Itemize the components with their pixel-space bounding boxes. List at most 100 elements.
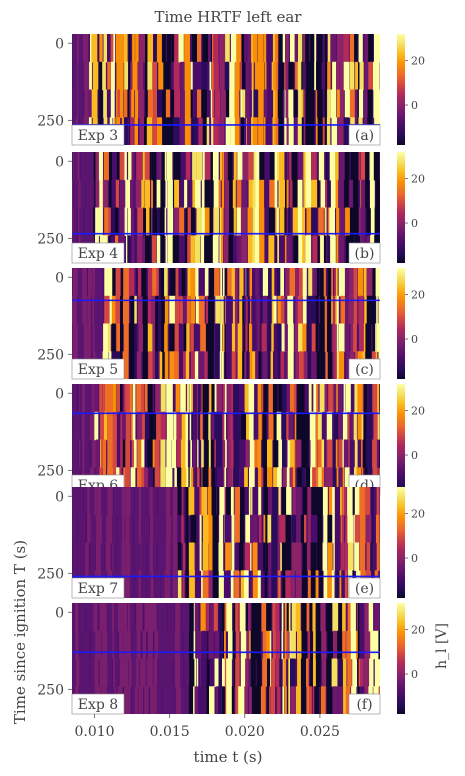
heatmap-cell	[224, 61, 230, 91]
heatmap-cell	[263, 487, 266, 516]
heatmap-cell	[85, 179, 91, 209]
heatmap-cell	[127, 235, 131, 263]
heatmap-cell	[257, 570, 261, 598]
heatmap-cell	[149, 152, 152, 181]
heatmap-cell	[138, 514, 142, 544]
heatmap-cell	[294, 411, 298, 441]
heatmap-cell	[265, 514, 268, 544]
heatmap-cell	[255, 179, 260, 209]
heatmap-cell	[353, 411, 357, 441]
heatmap-cell	[210, 603, 216, 632]
heatmap-cell	[211, 384, 215, 413]
heatmap-cell	[218, 686, 222, 714]
heatmap-cell	[310, 34, 316, 63]
heatmap-cell	[363, 384, 368, 413]
heatmap-cell	[91, 89, 98, 118]
heatmap-cell	[88, 439, 90, 468]
heatmap-cell	[185, 514, 189, 544]
heatmap-cell	[281, 630, 284, 660]
heatmap-cell	[115, 207, 119, 236]
heatmap-cell	[237, 323, 243, 352]
colorbar-label: h_l [V]	[434, 623, 450, 669]
heatmap-cell	[169, 323, 176, 352]
heatmap-cell	[191, 384, 193, 413]
heatmap-cell	[89, 207, 95, 236]
heatmap-cell	[158, 323, 161, 352]
heatmap-cell	[331, 295, 333, 325]
heatmap-cell	[127, 603, 131, 632]
heatmap-cell	[142, 295, 148, 325]
heatmap-cell	[282, 439, 287, 468]
heatmap-cell	[230, 487, 234, 516]
heatmap-cell	[158, 658, 164, 687]
heatmap-cell	[72, 514, 78, 544]
heatmap-cell	[167, 658, 173, 687]
heatmap-cell	[206, 295, 210, 325]
heatmap-cell	[364, 34, 370, 63]
heatmap-cell	[212, 235, 219, 263]
heatmap-cell	[93, 207, 95, 236]
heatmap-cell	[353, 268, 358, 297]
heatmap-cell	[152, 351, 157, 379]
heatmap-cell	[282, 570, 288, 598]
heatmap-cell	[322, 487, 328, 516]
heatmap-cell	[306, 295, 311, 325]
heatmap-cell	[291, 152, 298, 181]
colorbar-tick-label: 20	[411, 508, 425, 521]
heatmap-cell	[77, 268, 83, 297]
heatmap-cell	[376, 514, 380, 544]
heatmap-cell	[359, 658, 364, 687]
heatmap-cell	[157, 514, 160, 544]
heatmap-cell	[134, 570, 140, 598]
heatmap-cell	[362, 439, 367, 468]
y-tick: 250	[37, 566, 72, 582]
heatmap-cell	[85, 542, 89, 571]
heatmap-cell	[181, 603, 185, 632]
heatmap-cell	[193, 34, 199, 63]
heatmap-cell	[214, 658, 219, 687]
heatmap-cell	[301, 467, 305, 495]
heatmap-cell	[254, 384, 258, 413]
heatmap-cell	[268, 411, 274, 441]
heatmap-cell	[247, 207, 253, 236]
heatmap-cell	[299, 351, 304, 379]
heatmap-cell	[331, 268, 333, 297]
heatmap-cell	[220, 207, 223, 236]
heatmap-cell	[190, 439, 192, 468]
y-tick: 250	[37, 113, 72, 129]
heatmap-cell	[84, 152, 89, 181]
heatmap-cell	[150, 295, 155, 325]
heatmap-cell	[311, 487, 317, 516]
heatmap-cell	[136, 351, 142, 379]
heatmap-cell	[101, 439, 103, 468]
heatmap-cell	[107, 34, 111, 63]
heatmap-cell	[317, 34, 323, 63]
heatmap-cell	[305, 34, 310, 63]
heatmap-cell	[214, 268, 220, 297]
heatmap-cell	[298, 323, 304, 352]
heatmap-cell	[305, 179, 312, 209]
heatmap-cell	[257, 384, 262, 413]
heatmap-cell	[103, 323, 109, 352]
heatmap-cell	[75, 658, 80, 687]
heatmap-cell	[330, 89, 337, 118]
heatmap-cell	[171, 603, 175, 632]
heatmap-cell	[350, 207, 355, 236]
heatmap-cell	[298, 34, 304, 63]
heatmap-cell	[294, 34, 298, 63]
heatmap-cell	[159, 542, 166, 571]
heatmap-cell	[198, 439, 201, 468]
heatmap-cell	[88, 411, 90, 441]
heatmap-cell	[99, 89, 103, 118]
heatmap-cell	[225, 89, 231, 118]
heatmap-cell	[164, 295, 169, 325]
heatmap-cell	[213, 603, 218, 632]
heatmap-cell	[310, 542, 316, 571]
heatmap-cell	[275, 34, 278, 63]
x-tick: 0.020	[225, 714, 265, 740]
heatmap-cell	[99, 658, 103, 687]
heatmap-cell	[252, 235, 256, 263]
heatmap-cell	[102, 179, 108, 209]
heatmap-cell	[335, 179, 339, 209]
heatmap-cell	[206, 686, 210, 714]
